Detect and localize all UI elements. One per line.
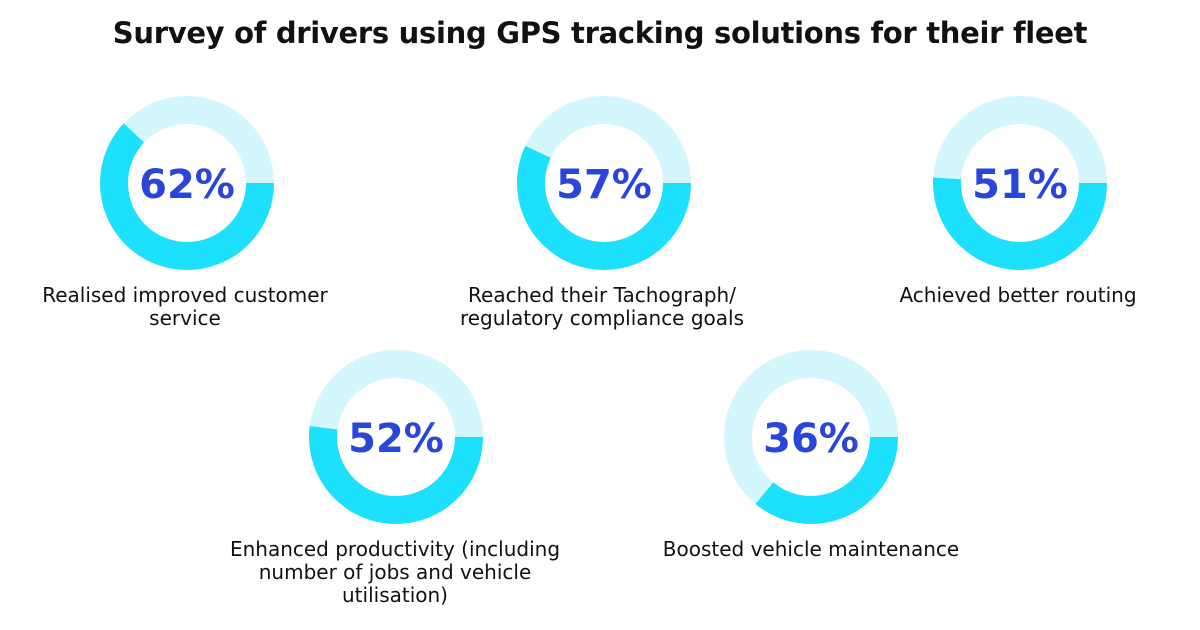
donut-arc-customer-service (100, 96, 274, 270)
donut-customer-service: 62% (100, 96, 274, 270)
label-customer-service: Realised improved customer service (42, 283, 328, 330)
donut-maintenance: 36% (724, 350, 898, 524)
donut-compliance: 57% (517, 96, 691, 270)
donut-productivity: 52% (309, 350, 483, 524)
donut-routing: 51% (933, 96, 1107, 270)
percent-routing: 51% (972, 162, 1068, 208)
percent-productivity: 52% (348, 416, 444, 462)
label-productivity: Enhanced productivity (including number … (229, 537, 561, 607)
donut-arc-productivity (309, 350, 483, 524)
label-maintenance: Boosted vehicle maintenance (662, 537, 960, 561)
percent-customer-service: 62% (139, 162, 235, 208)
percent-compliance: 57% (556, 162, 652, 208)
chart-title: Survey of drivers using GPS tracking sol… (112, 16, 1088, 50)
percent-maintenance: 36% (763, 416, 859, 462)
donut-arc-compliance (517, 96, 691, 270)
label-compliance: Reached their Tachograph/ regulatory com… (459, 283, 745, 330)
label-routing: Achieved better routing (899, 283, 1137, 307)
donut-arc-maintenance (724, 350, 898, 524)
donut-arc-routing (933, 96, 1107, 270)
